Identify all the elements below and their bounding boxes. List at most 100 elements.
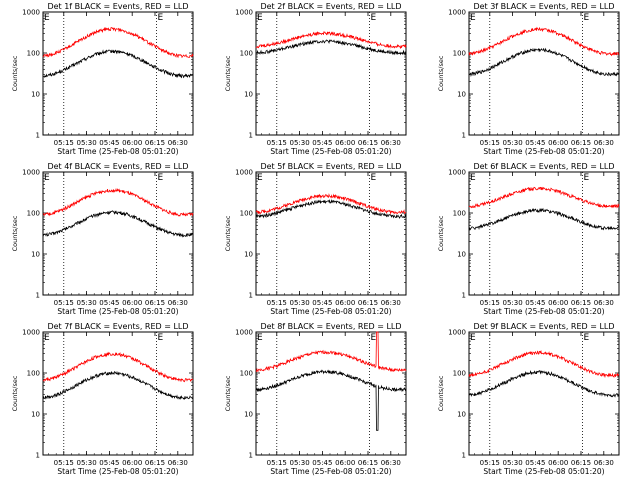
plot-frame xyxy=(42,331,194,456)
x-tick-label: 06:30 xyxy=(594,459,614,467)
x-tick-label: 05:45 xyxy=(312,459,332,467)
x-tick-label: 05:15 xyxy=(480,459,500,467)
y-tick-label: 10 xyxy=(244,411,253,419)
x-axis-label: Start Time (25-Feb-08 05:01:20) xyxy=(483,467,604,476)
y-tick-label: 10 xyxy=(457,251,466,259)
x-axis-label: Start Time (25-Feb-08 05:01:20) xyxy=(57,467,178,476)
y-tick-label: 10 xyxy=(31,411,40,419)
x-tick-label: 06:15 xyxy=(571,459,591,467)
y-axis-label: Counts/sec xyxy=(224,215,232,251)
detector-panel: Det 8f BLACK = Events, RED = LLD 1 10 100 10… xyxy=(224,322,407,476)
panel-title: Det 9f BLACK = Events, RED = LLD xyxy=(473,322,614,331)
y-tick-label: 100 xyxy=(27,210,40,218)
x-tick-label: 05:45 xyxy=(312,139,332,147)
x-tick-label: 05:30 xyxy=(76,139,96,147)
lld-series-line xyxy=(468,26,620,57)
corner-mark-left: E xyxy=(44,333,50,343)
x-tick-label: 05:30 xyxy=(76,299,96,307)
x-tick-label: 05:45 xyxy=(99,139,119,147)
corner-mark-right: E xyxy=(584,333,590,343)
corner-mark-right: E xyxy=(584,13,590,23)
x-tick-label: 06:30 xyxy=(381,459,401,467)
y-axis-label: Counts/sec xyxy=(11,215,19,251)
x-axis-label: Start Time (25-Feb-08 05:01:20) xyxy=(483,307,604,316)
events-series-line xyxy=(468,47,620,77)
corner-mark-left: E xyxy=(470,333,476,343)
x-tick-label: 06:00 xyxy=(548,139,568,147)
x-axis-label: Start Time (25-Feb-08 05:01:20) xyxy=(57,307,178,316)
corner-mark-right: E xyxy=(584,173,590,183)
y-tick-label: 1 xyxy=(36,132,40,140)
y-tick-label: 1 xyxy=(36,292,40,300)
y-tick-label: 1000 xyxy=(448,9,466,17)
x-tick-label: 06:30 xyxy=(594,139,614,147)
x-tick-label: 06:00 xyxy=(335,299,355,307)
detector-panel: Det 1f BLACK = Events, RED = LLD 1 10 100 10… xyxy=(11,2,194,156)
y-tick-label: 100 xyxy=(27,370,40,378)
x-axis-label: Start Time (25-Feb-08 05:01:20) xyxy=(270,307,391,316)
corner-mark-left: E xyxy=(257,173,263,183)
corner-mark-right: E xyxy=(158,173,164,183)
plot-frame xyxy=(255,331,407,456)
panel-title: Det 7f BLACK = Events, RED = LLD xyxy=(47,322,188,331)
x-tick-label: 06:15 xyxy=(358,139,378,147)
x-tick-label: 05:30 xyxy=(289,459,309,467)
events-series-line xyxy=(255,39,407,56)
y-tick-label: 10 xyxy=(244,251,253,259)
y-tick-label: 1 xyxy=(249,132,253,140)
y-axis-label: Counts/sec xyxy=(437,375,445,411)
x-tick-label: 06:00 xyxy=(122,299,142,307)
y-axis-label: Counts/sec xyxy=(224,375,232,411)
lld-series-line xyxy=(42,187,194,217)
x-tick-label: 06:15 xyxy=(571,299,591,307)
x-tick-label: 05:30 xyxy=(289,299,309,307)
plot-frame xyxy=(42,11,194,136)
y-tick-label: 1 xyxy=(249,292,253,300)
y-tick-label: 10 xyxy=(31,91,40,99)
x-tick-label: 06:30 xyxy=(594,299,614,307)
lld-series-line xyxy=(468,349,620,379)
x-tick-label: 05:30 xyxy=(502,139,522,147)
x-tick-label: 06:00 xyxy=(548,459,568,467)
y-tick-label: 1000 xyxy=(448,329,466,337)
x-tick-label: 06:15 xyxy=(145,139,165,147)
y-tick-label: 1000 xyxy=(22,329,40,337)
events-series-line xyxy=(255,369,407,431)
y-tick-label: 10 xyxy=(244,91,253,99)
x-tick-label: 06:15 xyxy=(145,459,165,467)
panel-title: Det 3f BLACK = Events, RED = LLD xyxy=(473,2,614,11)
lld-series-line xyxy=(468,186,620,209)
y-axis-label: Counts/sec xyxy=(437,215,445,251)
x-tick-label: 06:00 xyxy=(335,459,355,467)
detector-panel: Det 9f BLACK = Events, RED = LLD 1 10 100 10… xyxy=(437,322,620,476)
y-tick-label: 100 xyxy=(240,370,253,378)
events-series-line xyxy=(42,210,194,238)
y-tick-label: 10 xyxy=(31,251,40,259)
panel-title: Det 1f BLACK = Events, RED = LLD xyxy=(47,2,188,11)
events-series-line xyxy=(255,199,407,219)
x-tick-label: 06:30 xyxy=(168,459,188,467)
x-tick-label: 06:30 xyxy=(168,299,188,307)
x-tick-label: 05:30 xyxy=(502,459,522,467)
x-tick-label: 05:15 xyxy=(267,459,287,467)
x-tick-label: 06:30 xyxy=(168,139,188,147)
x-tick-label: 05:15 xyxy=(54,459,74,467)
y-tick-label: 1000 xyxy=(22,9,40,17)
detector-panel: Det 5f BLACK = Events, RED = LLD 1 10 100 10… xyxy=(224,162,407,316)
plot-frame xyxy=(255,171,407,296)
lld-series-line xyxy=(256,193,407,215)
x-tick-label: 06:15 xyxy=(145,299,165,307)
detector-panel: Det 3f BLACK = Events, RED = LLD 1 10 100 10… xyxy=(437,2,620,156)
lld-series-line xyxy=(42,351,194,383)
corner-mark-left: E xyxy=(257,13,263,23)
x-tick-label: 06:00 xyxy=(122,459,142,467)
y-axis-label: Counts/sec xyxy=(11,55,19,91)
plot-frame xyxy=(255,11,407,136)
x-tick-label: 06:00 xyxy=(122,139,142,147)
lld-series-line xyxy=(42,26,194,59)
y-tick-label: 10 xyxy=(457,411,466,419)
x-tick-label: 05:45 xyxy=(525,139,545,147)
x-tick-label: 05:30 xyxy=(289,139,309,147)
corner-mark-left: E xyxy=(44,13,50,23)
